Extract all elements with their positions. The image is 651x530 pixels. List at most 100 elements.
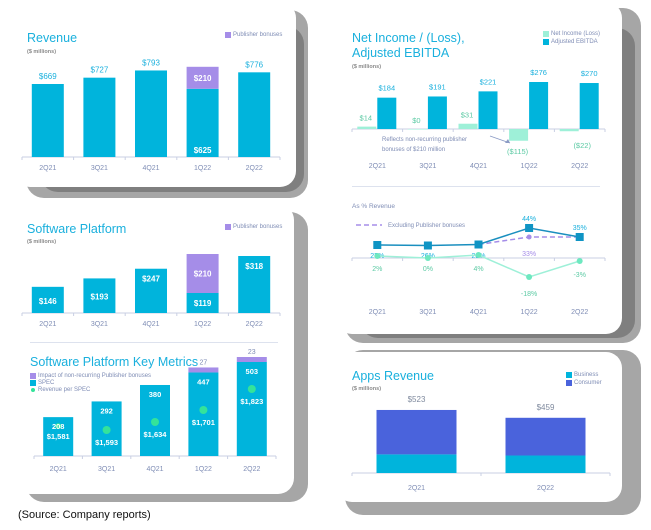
annotation-arrowhead <box>505 139 510 143</box>
bar-label-software-platform: $146 <box>39 297 57 306</box>
x-tick-label: 2Q22 <box>571 309 588 316</box>
x-tick-label: 1Q22 <box>194 321 211 328</box>
legend-label-business: Business <box>574 372 599 378</box>
net-income-title-line-1: Net Income / (Loss), <box>352 31 465 45</box>
x-tick-label: 1Q22 <box>195 466 212 473</box>
revenue-title: Revenue <box>27 31 78 45</box>
x-tick-label: 3Q21 <box>419 309 436 316</box>
bar-net-income <box>509 129 529 141</box>
bar-software-platform <box>186 293 219 313</box>
x-tick-label: 2Q22 <box>571 163 588 170</box>
net-income-subtitle: ($ millions) <box>352 64 382 70</box>
bar-label-adjusted-ebitda: $221 <box>480 77 497 86</box>
legend-item-spec: SPEC <box>30 380 151 386</box>
divider <box>352 186 600 187</box>
legend-label-publisher-impact: Impact of non-recurring Publisher bonuse… <box>38 373 152 379</box>
bar-publisher-bonus <box>186 254 219 293</box>
bar-label-revenue: $625 <box>194 146 212 155</box>
bar-net-income <box>458 123 478 129</box>
bar-label-publisher-bonus: $210 <box>194 74 212 83</box>
legend-swatch-spec <box>30 380 36 386</box>
bar-label-revenue: $776 <box>245 60 263 69</box>
bar-label-net-income: ($115) <box>507 147 529 156</box>
point-net-income-margin <box>424 255 431 261</box>
apps-revenue-chart: 2Q21 2Q22 $523 $459 <box>351 395 611 492</box>
legend-dot-revenue-per-spec <box>31 388 35 392</box>
bar-revenue <box>83 77 116 157</box>
key-metrics-legend: Impact of non-recurring Publisher bonuse… <box>30 373 151 393</box>
legend-swatch-publisher-impact <box>30 373 36 379</box>
bar-label-revenue-per-spec: $1,634 <box>144 430 168 439</box>
apps-legend: Business Consumer <box>566 372 602 386</box>
revenue-subtitle: ($ millions) <box>27 49 57 55</box>
point-ebitda-margin <box>423 241 432 250</box>
x-tick-label: 3Q21 <box>98 466 115 473</box>
revenue-per-spec-dot <box>102 426 111 434</box>
bar-label-adjusted-ebitda: $191 <box>429 82 446 91</box>
x-tick-label: 3Q21 <box>91 321 108 328</box>
bar-label-net-income: $0 <box>412 116 420 125</box>
x-tick-label: 4Q21 <box>142 321 159 328</box>
bar-label-revenue: $793 <box>142 58 160 67</box>
bar-revenue <box>238 72 271 157</box>
bar-total-label: $459 <box>537 403 555 412</box>
bar-label-software-platform: $193 <box>91 293 109 302</box>
bar-label-revenue-per-spec: $1,823 <box>240 397 263 406</box>
annotation-line-2: bonuses of $210 million <box>382 147 445 153</box>
x-tick-label: 2Q21 <box>39 321 56 328</box>
bar-label-revenue: $727 <box>91 66 109 75</box>
legend-swatch-business <box>566 372 572 378</box>
revenue-chart: 2Q21 3Q21 4Q21 1Q22 2Q22 $669 $727 $793 $210 $625… <box>21 58 281 172</box>
x-tick-label: 2Q22 <box>537 485 554 492</box>
bar-publisher-impact <box>188 367 219 373</box>
bar-consumer <box>376 409 457 455</box>
bar-spec <box>188 372 219 456</box>
point-excluding-publisher-bonuses <box>526 234 532 240</box>
bar-label-software-platform: $318 <box>245 262 263 271</box>
point-label-net-income-margin: -18% <box>521 291 537 298</box>
revenue-per-spec-dot <box>151 418 159 426</box>
point-label-ebitda-margin: 44% <box>522 216 536 223</box>
point-ebitda-margin <box>575 233 584 241</box>
bar-label-adjusted-ebitda: $270 <box>581 69 598 78</box>
x-tick-label: 4Q21 <box>142 165 159 172</box>
software-platform-title: Software Platform <box>27 222 127 236</box>
legend-item-net-income: Net Income (Loss) <box>543 31 600 37</box>
pct-revenue-title: As % Revenue <box>352 203 395 210</box>
pct-revenue-chart: 2Q21 3Q21 4Q21 1Q22 2Q22 Excluding Publisher … <box>351 216 606 316</box>
bar-net-income <box>559 129 579 132</box>
x-tick-label: 1Q22 <box>194 165 211 172</box>
point-label-net-income-margin: 4% <box>473 266 483 273</box>
point-ebitda-margin <box>525 224 534 232</box>
bar-revenue <box>31 84 64 157</box>
x-tick-label: 2Q22 <box>246 321 263 328</box>
legend-swatch-adjusted-ebitda <box>543 39 549 45</box>
x-tick-label: 2Q21 <box>369 163 386 170</box>
bar-adjusted-ebitda <box>529 82 549 129</box>
bar-label-net-income: $14 <box>360 114 373 123</box>
bar-label-revenue-per-spec: $1,581 <box>47 432 70 441</box>
point-net-income-margin <box>374 253 381 259</box>
legend-swatch-consumer <box>566 380 572 386</box>
bar-label-revenue: $669 <box>39 72 57 81</box>
bar-software-platform <box>83 278 116 313</box>
point-net-income-margin <box>526 274 533 280</box>
net-income-title-line-2: Adjusted EBITDA <box>352 46 450 60</box>
bar-consumer <box>505 417 586 456</box>
legend-item-revenue-per-spec: Revenue per SPEC <box>30 387 151 393</box>
bar-software-platform <box>238 256 271 313</box>
bar-label-publisher-impact: 23 <box>248 349 256 356</box>
x-tick-label: 2Q22 <box>243 466 260 473</box>
bar-label-publisher-bonus: $210 <box>194 270 212 279</box>
legend-label-revenue-per-spec: Revenue per SPEC <box>38 387 91 393</box>
bar-net-income <box>407 129 427 130</box>
legend-swatch-net-income <box>543 31 549 37</box>
bar-spec <box>236 362 267 456</box>
net-income-legend: Net Income (Loss) Adjusted EBITDA <box>543 31 600 45</box>
bar-label-adjusted-ebitda: $184 <box>378 84 395 93</box>
point-label-net-income-margin: -3% <box>573 272 585 279</box>
source-note: (Source: Company reports) <box>18 509 151 521</box>
point-label-net-income-margin: 0% <box>423 266 433 273</box>
apps-revenue-title: Apps Revenue <box>352 369 435 383</box>
x-tick-label: 2Q21 <box>369 309 386 316</box>
